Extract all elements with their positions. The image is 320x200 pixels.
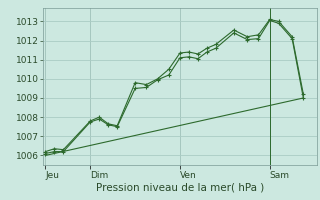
X-axis label: Pression niveau de la mer( hPa ): Pression niveau de la mer( hPa )	[96, 182, 264, 192]
